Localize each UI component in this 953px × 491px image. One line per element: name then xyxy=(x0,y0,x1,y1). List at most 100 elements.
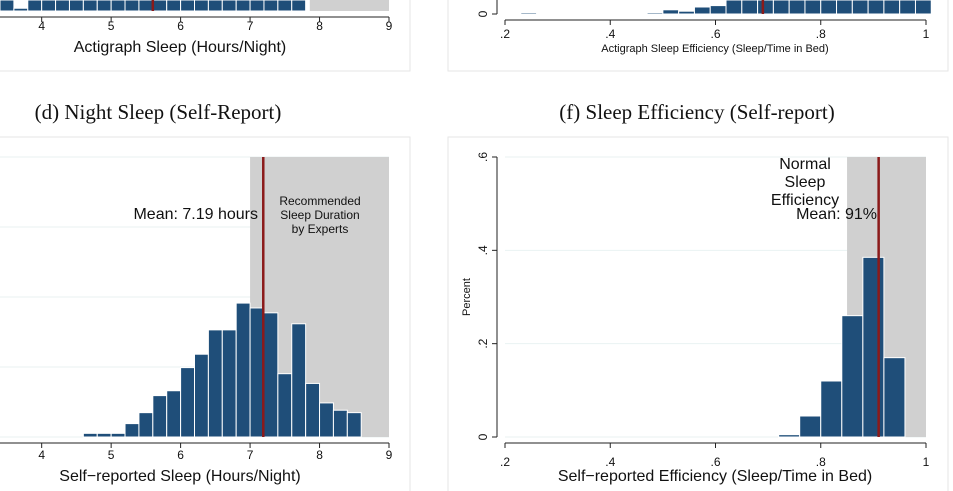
histogram-bar xyxy=(221,0,237,12)
x-tick-label: 4 xyxy=(38,19,45,33)
shade-label-f-line3: Efficiency xyxy=(771,192,839,209)
histogram-bar xyxy=(110,0,126,12)
histogram-bar xyxy=(867,0,885,15)
histogram-bar xyxy=(207,329,223,438)
histogram-bar xyxy=(82,432,98,438)
panel-top-right-frame xyxy=(447,0,949,72)
histogram-bar xyxy=(55,0,70,12)
histogram-bar xyxy=(862,256,885,438)
histogram-bar xyxy=(124,423,140,438)
x-tick-label: .8 xyxy=(816,27,826,41)
x-tick-label: 7 xyxy=(247,448,254,462)
chart-actigraph-sleep: 4 5 6 7 8 9 xyxy=(0,0,393,33)
histogram-bar xyxy=(883,0,901,15)
histogram-bar xyxy=(741,0,759,15)
histogram-bar xyxy=(799,415,822,438)
shade-label-d-line1: Recommended xyxy=(279,194,360,208)
histogram-bar xyxy=(291,0,307,12)
x-tick-label: 1 xyxy=(923,27,930,41)
histogram-bar xyxy=(678,10,695,15)
histogram-bar xyxy=(788,0,806,15)
shade-label-d-line3: by Experts xyxy=(292,222,349,236)
x-tick-label: 8 xyxy=(316,19,323,33)
ylabel-self-report-efficiency: Percent xyxy=(461,278,473,316)
y-tick-label: 0 xyxy=(476,10,490,17)
histogram-bar xyxy=(180,0,196,12)
x-tick-label: 1 xyxy=(923,455,930,469)
chart-self-report-sleep: 4 5 6 7 8 9 xyxy=(0,156,393,462)
x-tick-label: 5 xyxy=(108,19,115,33)
histogram-bar xyxy=(138,412,154,438)
histogram-bar xyxy=(0,0,15,12)
histogram-bar xyxy=(27,0,43,12)
histogram-bar xyxy=(693,6,711,15)
caption-f: (f) Sleep Efficiency (Self-report) xyxy=(559,100,834,124)
histogram-bar xyxy=(662,9,680,15)
x-tick-label: .2 xyxy=(500,27,510,41)
x-tick-label: 8 xyxy=(316,448,323,462)
histogram-bar xyxy=(138,0,154,12)
xlabel-actigraph-efficiency: Actigraph Sleep Efficiency (Sleep/Time i… xyxy=(601,43,828,55)
histogram-bar xyxy=(152,395,168,438)
histogram-bar xyxy=(249,0,265,12)
y-tick-label: .6 xyxy=(476,152,490,162)
x-tick-label: .6 xyxy=(710,455,720,469)
panel-top-left-frame xyxy=(0,0,411,72)
y-tick-label: .4 xyxy=(476,245,490,255)
y-tick-label: 0 xyxy=(476,433,490,440)
histogram-bar xyxy=(820,380,843,438)
histogram-bar xyxy=(110,432,126,438)
x-tick-label: 9 xyxy=(386,19,393,33)
xlabel-self-report-efficiency: Self−reported Efficiency (Sleep/Time in … xyxy=(558,468,872,485)
recommended-range-shade xyxy=(309,0,389,11)
histogram-bar xyxy=(804,0,822,15)
histogram-bar xyxy=(194,0,209,12)
histogram-bar xyxy=(520,12,538,15)
histogram-bar xyxy=(914,0,932,15)
histogram-bar xyxy=(305,382,321,438)
panel-f-frame xyxy=(447,136,949,491)
histogram-bar xyxy=(772,0,790,15)
histogram-bar xyxy=(68,0,84,12)
histogram-bar xyxy=(166,390,182,438)
histogram-bar xyxy=(96,0,112,12)
histogram-bar xyxy=(13,7,29,12)
x-tick-label: .2 xyxy=(500,455,510,469)
xlabel-actigraph-sleep: Actigraph Sleep (Hours/Night) xyxy=(74,39,287,56)
histogram-bar xyxy=(851,0,869,15)
histogram-bar xyxy=(757,0,774,15)
histogram-bar xyxy=(263,312,279,438)
x-tick-label: .8 xyxy=(816,455,826,469)
histogram-bar xyxy=(646,12,664,15)
histogram-bar xyxy=(836,0,853,15)
histogram-bar xyxy=(332,409,348,438)
shade-label-f-line2: Sleep xyxy=(785,174,826,191)
mean-label-d: Mean: 7.19 hours xyxy=(133,206,258,223)
x-tick-label: 6 xyxy=(177,448,184,462)
caption-d: (d) Night Sleep (Self-Report) xyxy=(35,100,282,124)
x-tick-label: 6 xyxy=(177,19,184,33)
histogram-bar xyxy=(235,0,251,12)
chart-actigraph-efficiency: .2 .4 .6 .8 1 0 xyxy=(476,0,932,41)
x-tick-label: .6 xyxy=(710,27,720,41)
x-tick-label: 7 xyxy=(247,19,254,33)
chart-self-report-efficiency: .2 .4 .6 .8 1 0 .2 .4 .6 xyxy=(476,152,930,469)
histogram-bar xyxy=(180,367,196,438)
histogram-bar xyxy=(96,432,112,438)
histogram-bar xyxy=(249,307,265,438)
xlabel-self-report-sleep: Self−reported Sleep (Hours/Night) xyxy=(59,468,300,485)
histogram-bar xyxy=(883,357,906,438)
histogram-bar xyxy=(277,373,293,438)
histogram-bar xyxy=(277,0,293,12)
mean-label-f: Mean: 91% xyxy=(796,206,877,223)
histogram-bar xyxy=(166,0,182,12)
y-tick-label: .2 xyxy=(476,338,490,348)
histogram-bar xyxy=(263,0,279,12)
histogram-bar xyxy=(41,0,57,12)
histogram-bar xyxy=(124,0,140,12)
shade-label-d-line2: Sleep Duration xyxy=(280,208,359,222)
x-tick-label: .4 xyxy=(605,455,615,469)
x-tick-label: 4 xyxy=(38,448,45,462)
shade-label-f-line1: Normal xyxy=(779,156,831,173)
